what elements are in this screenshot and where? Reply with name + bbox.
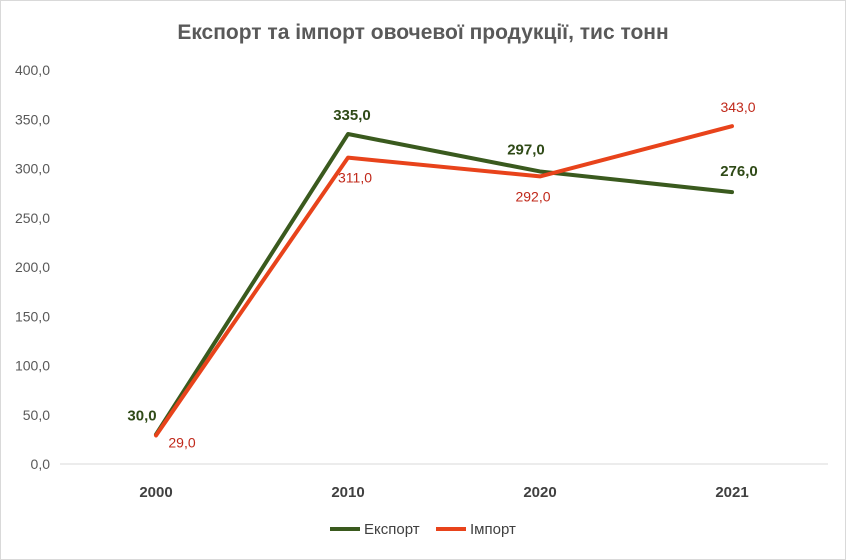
y-tick-label: 400,0 [15,62,50,78]
y-tick-label: 200,0 [15,259,50,275]
x-tick-label: 2000 [139,484,172,501]
x-tick-label: 2020 [523,484,556,501]
y-tick-label: 350,0 [15,111,50,127]
series-line-export [154,132,734,437]
x-tick-label: 2021 [715,484,748,501]
export-data-label: 335,0 [333,107,371,124]
export-data-label: 297,0 [507,141,545,158]
y-tick-label: 100,0 [15,358,50,374]
legend-label-import: Імпорт [470,521,516,538]
import-data-label: 311,0 [338,170,372,186]
export-data-label: 30,0 [127,407,156,424]
y-tick-label: 0,0 [31,456,51,472]
import-data-label: 292,0 [515,188,550,204]
chart-title: Експорт та імпорт овочевої продукції, ти… [177,21,669,44]
y-tick-label: 300,0 [15,161,50,177]
series-line-import [154,124,734,438]
legend-label-export: Експорт [364,521,420,538]
import-data-label: 343,0 [720,99,755,115]
x-tick-label: 2010 [331,484,364,501]
export-data-label: 276,0 [720,163,758,180]
y-tick-label: 150,0 [15,308,50,324]
y-tick-label: 250,0 [15,210,50,226]
import-data-label: 29,0 [168,434,195,450]
y-tick-label: 50,0 [23,407,50,423]
